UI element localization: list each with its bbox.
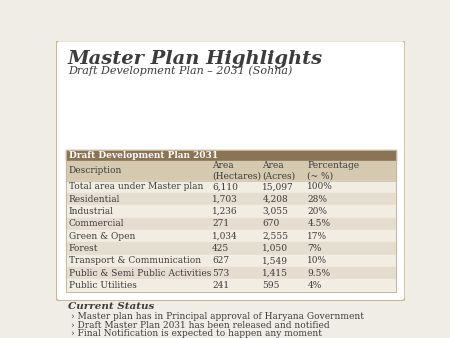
Text: 1,050: 1,050 bbox=[262, 244, 288, 253]
Bar bbox=[66, 181, 396, 193]
Text: Public Utilities: Public Utilities bbox=[69, 281, 136, 290]
FancyBboxPatch shape bbox=[56, 41, 405, 301]
Text: 241: 241 bbox=[212, 281, 229, 290]
Bar bbox=[66, 267, 396, 279]
Text: › Draft Master Plan 2031 has been released and notified: › Draft Master Plan 2031 has been releas… bbox=[71, 321, 329, 330]
Text: Commercial: Commercial bbox=[69, 219, 124, 228]
Bar bbox=[66, 230, 396, 242]
Bar bbox=[66, 150, 396, 161]
Text: Master Plan Highlights: Master Plan Highlights bbox=[68, 50, 323, 68]
Text: 15,097: 15,097 bbox=[262, 183, 294, 191]
Bar bbox=[66, 193, 396, 206]
Text: 595: 595 bbox=[262, 281, 280, 290]
Bar bbox=[66, 218, 396, 230]
Text: 1,236: 1,236 bbox=[212, 207, 238, 216]
Text: 573: 573 bbox=[212, 269, 230, 277]
Text: 1,703: 1,703 bbox=[212, 195, 238, 204]
Text: 3,055: 3,055 bbox=[262, 207, 288, 216]
Text: 627: 627 bbox=[212, 256, 229, 265]
Text: Transport & Communication: Transport & Communication bbox=[69, 256, 201, 265]
Text: Area
(Acres): Area (Acres) bbox=[262, 161, 296, 180]
Text: 2,555: 2,555 bbox=[262, 232, 288, 241]
Text: 4,208: 4,208 bbox=[262, 195, 288, 204]
Bar bbox=[66, 206, 396, 218]
Text: Area
(Hectares): Area (Hectares) bbox=[212, 161, 261, 180]
Bar bbox=[66, 242, 396, 255]
Text: 17%: 17% bbox=[307, 232, 328, 241]
Text: Total area under Master plan: Total area under Master plan bbox=[69, 183, 203, 191]
Text: 4%: 4% bbox=[307, 281, 322, 290]
Text: Draft Development Plan 2031: Draft Development Plan 2031 bbox=[69, 151, 218, 160]
Text: 1,034: 1,034 bbox=[212, 232, 238, 241]
Bar bbox=[66, 279, 396, 292]
Text: Green & Open: Green & Open bbox=[69, 232, 135, 241]
Text: 271: 271 bbox=[212, 219, 229, 228]
Text: Draft Development Plan – 2031 (Sohna): Draft Development Plan – 2031 (Sohna) bbox=[68, 65, 292, 76]
Text: 10%: 10% bbox=[307, 256, 328, 265]
Text: 6,110: 6,110 bbox=[212, 183, 238, 191]
Text: 670: 670 bbox=[262, 219, 279, 228]
Text: Percentage
(~ %): Percentage (~ %) bbox=[307, 161, 360, 180]
Text: 1,549: 1,549 bbox=[262, 256, 288, 265]
Bar bbox=[66, 161, 396, 181]
Text: Forest: Forest bbox=[69, 244, 98, 253]
Bar bbox=[66, 255, 396, 267]
Text: › Final Notification is expected to happen any moment: › Final Notification is expected to happ… bbox=[71, 329, 322, 338]
Text: 20%: 20% bbox=[307, 207, 327, 216]
Text: Residential: Residential bbox=[69, 195, 120, 204]
Text: 28%: 28% bbox=[307, 195, 327, 204]
Text: Public & Semi Public Activities: Public & Semi Public Activities bbox=[69, 269, 211, 277]
Text: 9.5%: 9.5% bbox=[307, 269, 330, 277]
Bar bbox=[66, 150, 396, 292]
Text: 425: 425 bbox=[212, 244, 230, 253]
Text: 1,415: 1,415 bbox=[262, 269, 288, 277]
Text: Current Status: Current Status bbox=[68, 303, 154, 311]
Text: Industrial: Industrial bbox=[69, 207, 113, 216]
Text: Description: Description bbox=[69, 166, 122, 175]
Text: › Master plan has in Principal approval of Haryana Government: › Master plan has in Principal approval … bbox=[71, 312, 364, 321]
Text: 4.5%: 4.5% bbox=[307, 219, 330, 228]
Text: 100%: 100% bbox=[307, 183, 333, 191]
Text: 7%: 7% bbox=[307, 244, 322, 253]
